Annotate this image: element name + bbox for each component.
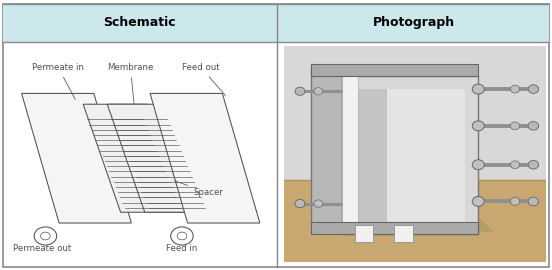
- Bar: [310, 68, 447, 223]
- Bar: [310, 64, 478, 76]
- Circle shape: [510, 85, 520, 93]
- Bar: [342, 76, 358, 223]
- Text: Spacer: Spacer: [174, 181, 223, 197]
- Text: Permeate in: Permeate in: [33, 63, 84, 100]
- Bar: [310, 222, 478, 234]
- Circle shape: [473, 160, 484, 170]
- Circle shape: [510, 198, 520, 205]
- Text: Schematic: Schematic: [103, 16, 176, 29]
- Bar: [284, 46, 546, 180]
- Polygon shape: [22, 93, 131, 223]
- Polygon shape: [107, 104, 209, 212]
- Text: Feed in: Feed in: [166, 244, 197, 254]
- Text: Membrane: Membrane: [107, 63, 153, 104]
- Circle shape: [295, 200, 305, 208]
- Circle shape: [295, 87, 305, 95]
- Circle shape: [473, 84, 484, 94]
- Text: Photograph: Photograph: [373, 16, 454, 29]
- Polygon shape: [150, 93, 260, 223]
- Bar: [342, 76, 478, 234]
- Polygon shape: [319, 219, 494, 232]
- Bar: [355, 89, 386, 225]
- Circle shape: [528, 85, 539, 93]
- Text: Permeate out: Permeate out: [13, 244, 72, 254]
- Circle shape: [528, 160, 539, 169]
- Polygon shape: [83, 104, 185, 212]
- Circle shape: [510, 122, 520, 130]
- Circle shape: [473, 121, 484, 131]
- Circle shape: [171, 227, 193, 245]
- Bar: [355, 225, 373, 242]
- Bar: [284, 180, 546, 262]
- Text: Feed out: Feed out: [182, 63, 226, 96]
- Bar: [394, 225, 413, 242]
- Circle shape: [510, 161, 520, 168]
- Circle shape: [34, 227, 57, 245]
- Circle shape: [473, 197, 484, 206]
- Circle shape: [314, 200, 323, 207]
- Circle shape: [314, 87, 323, 95]
- Circle shape: [528, 197, 539, 206]
- Bar: [386, 89, 465, 225]
- Circle shape: [528, 122, 539, 130]
